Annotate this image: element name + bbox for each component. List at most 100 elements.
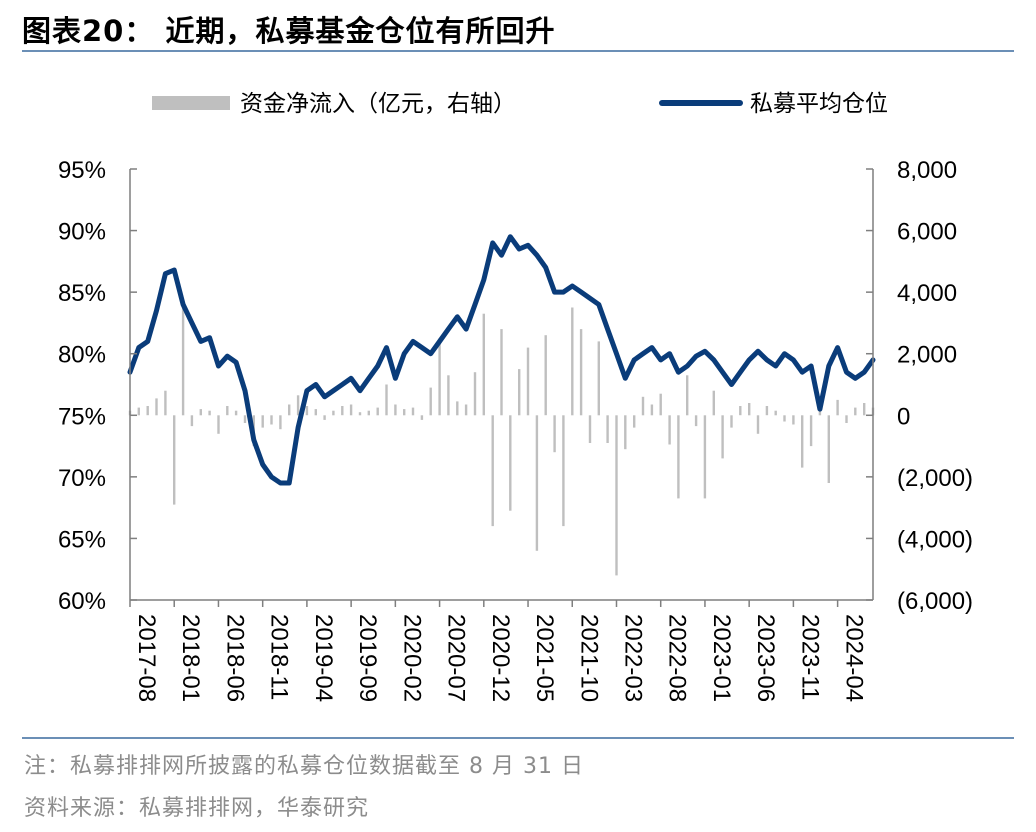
inflow-bar (349, 404, 353, 416)
inflow-bar (438, 338, 441, 416)
inflow-bar (376, 407, 379, 416)
right-tick-label: 2,000 (897, 342, 957, 369)
chart: 资金净流入（亿元，右轴） 私募平均仓位 95% 90% 85% 80% 75% 70% 65… (58, 91, 973, 702)
inflow-bar (774, 410, 777, 416)
inflow-bar (659, 393, 662, 416)
right-tick-label: 6,000 (897, 219, 957, 246)
x-tick-label: 2022-03 (619, 614, 646, 702)
inflow-bar (385, 384, 388, 416)
inflow-bar (809, 415, 813, 447)
inflow-bar (226, 406, 229, 416)
inflow-bar (323, 415, 326, 420)
left-tick-label: 90% (58, 219, 106, 246)
left-tick-label: 70% (58, 465, 106, 492)
inflow-bar (836, 399, 839, 416)
inflow-bar (765, 406, 769, 416)
x-tick-label: 2017-08 (133, 614, 160, 702)
inflow-bar (668, 415, 671, 445)
inflow-bar (633, 415, 636, 428)
inflow-bar (464, 404, 468, 416)
inflow-bar (234, 410, 238, 416)
inflow-bar (491, 415, 494, 527)
x-tick-label: 2022-08 (664, 614, 691, 702)
x-tick-label: 2020-02 (398, 614, 425, 702)
legend-label-net-inflow: 资金净流入（亿元，右轴） (240, 91, 516, 117)
inflow-bar (403, 409, 406, 416)
inflow-bar (703, 415, 707, 499)
inflow-bar (677, 415, 680, 499)
inflow-bar (358, 412, 362, 416)
right-tick-label: (2,000) (897, 465, 973, 492)
x-tick-label: 2021-10 (575, 614, 602, 702)
inflow-bar (305, 406, 309, 416)
chart-title: 图表20： 近期，私募基金仓位有所回升 (22, 14, 556, 48)
inflow-bar (553, 415, 556, 453)
inflow-bar (571, 307, 574, 416)
bar-series-net-inflow (128, 301, 875, 576)
inflow-bar (712, 390, 715, 416)
inflow-bar (429, 387, 432, 416)
left-tick-label: 60% (58, 588, 106, 615)
inflow-bar (341, 406, 344, 416)
inflow-bar (748, 403, 751, 416)
inflow-bar (562, 415, 565, 527)
inflow-bar (447, 375, 450, 416)
inflow-bar (650, 404, 654, 416)
inflow-bar (694, 415, 698, 427)
inflow-bar (863, 403, 866, 416)
inflow-bar (482, 313, 485, 416)
inflow-bar (164, 390, 167, 416)
x-tick-label: 2020-07 (443, 614, 470, 702)
x-tick-label: 2018-06 (221, 614, 248, 702)
inflow-bar (155, 398, 158, 416)
bottom-divider (22, 737, 1014, 739)
inflow-bar (332, 410, 335, 416)
inflow-bar (199, 409, 202, 416)
inflow-bar (509, 415, 512, 511)
position-line (127, 234, 876, 486)
inflow-bar (181, 301, 185, 416)
x-tick-label: 2023-06 (752, 614, 779, 702)
x-tick-label: 2024-04 (841, 614, 868, 702)
inflow-bar (190, 415, 194, 427)
inflow-bar (641, 396, 645, 416)
inflow-bar (526, 347, 530, 416)
inflow-bar (615, 415, 618, 576)
x-tick-label: 2023-01 (708, 614, 735, 702)
inflow-bar (279, 415, 282, 430)
inflow-bar (270, 415, 273, 425)
inflow-bar (288, 404, 291, 416)
inflow-bar (473, 372, 477, 416)
left-y-axis: 95% 90% 85% 80% 75% 70% 65% 60% (58, 157, 137, 615)
inflow-bar (411, 407, 415, 416)
left-tick-label: 75% (58, 403, 106, 430)
legend-swatch-net-inflow (152, 96, 230, 110)
right-y-axis: 8,000 6,000 4,000 2,000 0 (2,000) (4,000) (6,00… (866, 157, 973, 615)
inflow-bar (173, 415, 176, 505)
inflow-bar (721, 415, 724, 459)
inflow-bar (801, 415, 804, 468)
inflow-bar (792, 415, 795, 425)
top-divider (22, 50, 1014, 52)
inflow-bar (597, 341, 600, 416)
inflow-bar (456, 401, 459, 416)
left-tick-label: 95% (58, 157, 106, 184)
x-tick-label: 2023-11 (796, 614, 823, 700)
inflow-bar (500, 329, 503, 416)
inflow-bar (137, 407, 140, 416)
x-axis: 2017-08 2018-01 2018-06 2018-11 2019-04 2019-… (129, 600, 868, 702)
inflow-bar (606, 415, 609, 443)
right-tick-label: 0 (897, 403, 910, 430)
inflow-bar (854, 407, 857, 416)
inflow-bar (146, 406, 149, 416)
right-tick-label: (4,000) (897, 526, 973, 553)
inflow-bar (420, 415, 424, 420)
left-tick-label: 65% (58, 526, 106, 553)
inflow-bar (739, 406, 742, 416)
line-series-position (127, 234, 876, 486)
inflow-bar (314, 409, 317, 416)
x-tick-label: 2018-01 (177, 614, 204, 702)
inflow-bar (827, 415, 830, 483)
x-tick-label: 2021-05 (531, 614, 558, 702)
source-note: 资料来源：私募排排网，华泰研究 (24, 796, 370, 821)
